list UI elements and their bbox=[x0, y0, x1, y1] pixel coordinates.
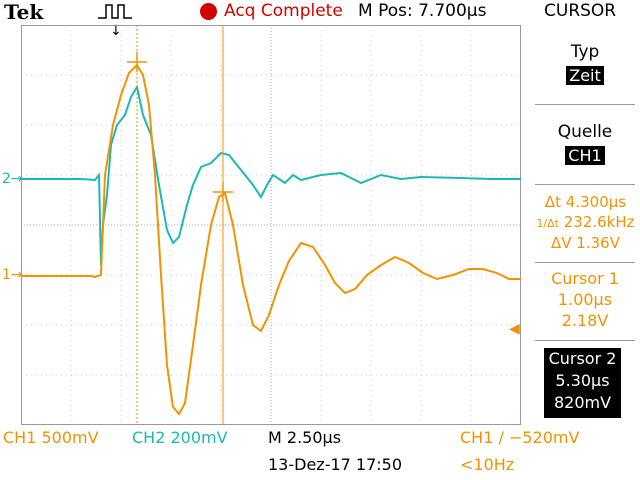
cursor-1-volt: 2.18V bbox=[561, 311, 609, 330]
ch2-scale: CH2 200mV bbox=[132, 428, 228, 447]
m-pos-readout: M Pos: 7.700µs bbox=[358, 1, 487, 21]
timebase: M 2.50µs bbox=[268, 428, 342, 447]
status-bar: Tek Acq Complete M Pos: 7.700µs CURSOR bbox=[0, 0, 640, 24]
acq-status: Acq Complete bbox=[224, 1, 343, 21]
acq-status-icon bbox=[200, 3, 217, 20]
cursor-2-volt: 820mV bbox=[553, 393, 612, 412]
ch1-waveform bbox=[21, 63, 521, 416]
delta-v-readout: ΔV 1.36V bbox=[551, 234, 620, 252]
cursor-1-button[interactable]: Cursor 1 1.00µs 2.18V bbox=[530, 268, 640, 331]
trigger-level-marker: ◀ bbox=[509, 321, 520, 337]
ch2-ground-marker: 2→ bbox=[2, 171, 23, 187]
typ-label: Typ bbox=[570, 42, 600, 62]
menu-title: CURSOR bbox=[544, 1, 617, 21]
typ-button[interactable]: Zeit bbox=[530, 66, 640, 85]
delta-t-readout: Δt 4.300µs bbox=[544, 193, 627, 211]
quelle-label: Quelle bbox=[557, 122, 613, 142]
cursor-markers bbox=[127, 52, 233, 202]
quelle-value: CH1 bbox=[565, 146, 605, 165]
ch2-waveform bbox=[21, 84, 521, 266]
center-axes bbox=[21, 25, 521, 425]
typ-value: Zeit bbox=[566, 66, 604, 85]
menu-divider bbox=[535, 262, 635, 263]
trigger-state-icon bbox=[98, 4, 132, 19]
trigger-frequency: <10Hz bbox=[460, 455, 515, 474]
freq-readout: 1/Δt 232.6kHz bbox=[533, 212, 638, 234]
menu-divider bbox=[535, 184, 635, 185]
trigger-readout: CH1 ∕ −520mV bbox=[460, 428, 580, 447]
trigger-position-marker: ↓ bbox=[110, 23, 122, 39]
date-time: 13-Dez-17 17:50 bbox=[268, 455, 403, 474]
cursor-1-time: 1.00µs bbox=[557, 290, 613, 309]
cursor-2-time: 5.30µs bbox=[555, 371, 610, 390]
menu-divider bbox=[535, 340, 635, 341]
quelle-button[interactable]: CH1 bbox=[530, 146, 640, 165]
inverse-delta-t-icon: 1/Δt bbox=[536, 217, 559, 230]
cursor-1-label: Cursor 1 bbox=[551, 269, 619, 288]
ch1-scale: CH1 500mV bbox=[3, 428, 99, 447]
cursor-2-label: Cursor 2 bbox=[548, 349, 617, 368]
inverse-delta-t-value: 232.6kHz bbox=[563, 213, 635, 231]
graticule bbox=[21, 25, 521, 425]
cursor-2-button[interactable]: Cursor 2 5.30µs 820mV bbox=[544, 348, 621, 418]
brand-logo: Tek bbox=[4, 0, 44, 24]
menu-divider bbox=[535, 104, 635, 105]
ch1-ground-marker: 1→ bbox=[2, 267, 23, 283]
